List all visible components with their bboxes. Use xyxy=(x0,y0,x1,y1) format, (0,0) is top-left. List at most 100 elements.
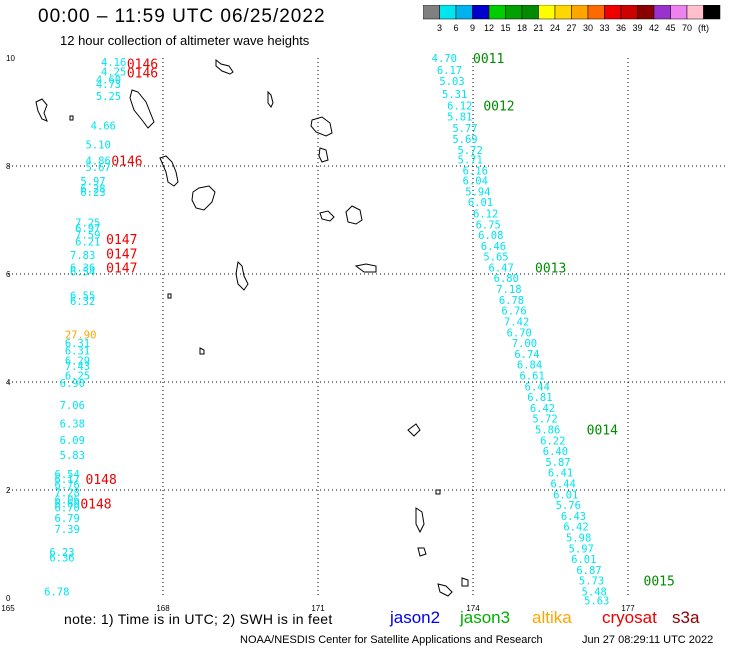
lat-tick-label: 2 xyxy=(6,486,11,495)
wave-height-label: 5.71 xyxy=(458,155,483,167)
wave-height-label: 6.43 xyxy=(561,511,586,523)
wave-height-label: 5.98 xyxy=(566,533,591,545)
colorbar-label: 9 xyxy=(470,23,475,33)
wave-height-label: 7.06 xyxy=(60,400,85,412)
wave-height-label: 5.94 xyxy=(465,186,490,198)
wave-height-label: 6.31 xyxy=(65,338,90,350)
map-title: 00:00 – 11:59 UTC 06/25/2022 xyxy=(38,6,326,27)
lat-tick-label: 0 xyxy=(6,594,11,603)
satellite-legend-jason3: jason3 xyxy=(460,608,511,627)
pass-time-label: 0013 xyxy=(535,262,566,277)
wave-height-label: 4.86 xyxy=(86,156,111,168)
colorbar-label: 18 xyxy=(517,23,527,33)
wave-height-label: 6.25 xyxy=(65,371,90,383)
wave-height-label: 5.03 xyxy=(439,76,464,88)
wave-height-label: 6.80 xyxy=(494,273,519,285)
pass-time-label: 0147 xyxy=(106,233,137,248)
wave-height-label: 6.47 xyxy=(489,263,514,275)
lon-tick-label: 177 xyxy=(621,604,635,613)
wave-height-label: 5.72 xyxy=(532,414,557,426)
colorbar-label: 36 xyxy=(616,23,626,33)
wave-height-label: 6.97 xyxy=(75,223,100,235)
wave-height-label: 6.42 xyxy=(530,403,555,415)
colorbar-label: 12 xyxy=(484,23,494,33)
wave-height-label: 5.77 xyxy=(452,123,477,135)
colorbar-legend: 3 6 9 12 15 18 21 24 27 30 33 36 39 42 45 70 (ft) xyxy=(423,5,721,33)
satellite-legend-altika: altika xyxy=(532,608,572,627)
wave-height-label: 6.36 xyxy=(70,263,95,275)
pass-time-label: 0011 xyxy=(473,52,504,67)
wave-height-label: 5.87 xyxy=(545,457,570,469)
satellite-legend-jason2: jason2 xyxy=(390,608,441,627)
wave-height-label: 6.28 xyxy=(80,184,105,196)
wave-height-label: 6.17 xyxy=(437,65,462,77)
wave-height-label: 6.12 xyxy=(447,101,472,113)
credit-line: NOAA/NESDIS Center for Satellite Applica… xyxy=(240,634,543,646)
wave-height-label: 6.22 xyxy=(540,435,565,447)
pass-time-label: 0146 xyxy=(127,57,158,72)
colorbar-label: 21 xyxy=(533,23,543,33)
wave-height-label: 6.38 xyxy=(60,419,85,431)
colorbar-label: 45 xyxy=(665,23,675,33)
wave-height-label: 6.41 xyxy=(548,468,573,480)
wave-height-label: 6.12 xyxy=(473,209,498,221)
wave-height-label: 6.61 xyxy=(520,371,545,383)
wave-height-label: 6.29 xyxy=(65,355,90,367)
wave-height-label: 5.31 xyxy=(442,89,467,101)
wave-height-label: 7.00 xyxy=(512,338,537,350)
footnote: note: 1) Time is in UTC; 2) SWH is in fe… xyxy=(64,611,333,627)
pass-time-label: 0148 xyxy=(86,473,117,488)
wave-height-label: 27.90 xyxy=(65,329,97,341)
satellite-legend-s3a: s3a xyxy=(672,608,700,627)
wave-height-label: 6.44 xyxy=(551,479,576,491)
wave-height-label: 7.25 xyxy=(75,218,100,230)
island-outlines xyxy=(35,58,469,597)
wave-height-label: 5.25 xyxy=(96,91,121,103)
pass-time-label: 0147 xyxy=(106,262,137,277)
wave-height-label: 5.65 xyxy=(483,252,508,264)
wave-height-label: 6.70 xyxy=(55,502,80,514)
lat-tick-label: 10 xyxy=(6,54,15,63)
wave-height-label: 5.76 xyxy=(556,500,581,512)
wave-height-label: 6.70 xyxy=(507,327,532,339)
wave-height-label: 5.67 xyxy=(86,162,111,174)
wave-height-label: 4.16 xyxy=(101,57,126,69)
colorbar-label: 24 xyxy=(550,23,560,33)
colorbar-label: 3 xyxy=(437,23,442,33)
colorbar-label: (ft) xyxy=(698,23,709,33)
wave-height-label: 6.87 xyxy=(576,565,601,577)
wave-height-label: 6.04 xyxy=(463,176,488,188)
wave-height-label: 6.08 xyxy=(478,230,503,242)
wave-height-label: 6.75 xyxy=(476,219,501,231)
wave-height-label: 6.84 xyxy=(517,360,542,372)
wave-height-label: 6.01 xyxy=(553,489,578,501)
wave-height-label: 5.72 xyxy=(458,145,483,157)
wave-height-label: 5.73 xyxy=(579,576,604,588)
wave-height-label: 6.17 xyxy=(55,474,80,486)
wave-height-label: 6.23 xyxy=(49,547,74,559)
wave-height-label: 6.44 xyxy=(525,381,550,393)
wave-height-label: 6.54 xyxy=(55,469,80,481)
wave-height-label: 6.23 xyxy=(80,187,105,199)
wave-height-label: 5.81 xyxy=(447,111,472,123)
wave-height-label: 4.60 xyxy=(96,75,121,87)
pass-time-label: 0015 xyxy=(644,575,675,590)
wave-height-label: 7.28 xyxy=(55,488,80,500)
lon-tick-label: 174 xyxy=(466,604,480,613)
colorbar-label: 33 xyxy=(599,23,609,33)
wave-height-label: 6.81 xyxy=(527,392,552,404)
wave-height-label: 4.73 xyxy=(96,79,121,91)
wave-height-label: 6.21 xyxy=(75,237,100,249)
colorbar-label: 27 xyxy=(566,23,576,33)
lat-tick-label: 4 xyxy=(6,378,11,387)
colorbar-label: 6 xyxy=(453,23,458,33)
grid-lines xyxy=(8,58,728,598)
wave-height-label: 6.40 xyxy=(543,446,568,458)
wave-height-label: 5.97 xyxy=(80,176,105,188)
colorbar-label: 39 xyxy=(632,23,642,33)
wave-height-label: 6.90 xyxy=(60,378,85,390)
wave-height-label: 6.78 xyxy=(44,587,69,599)
lon-tick-label: 171 xyxy=(311,604,325,613)
wave-height-label: 5.10 xyxy=(86,139,111,151)
